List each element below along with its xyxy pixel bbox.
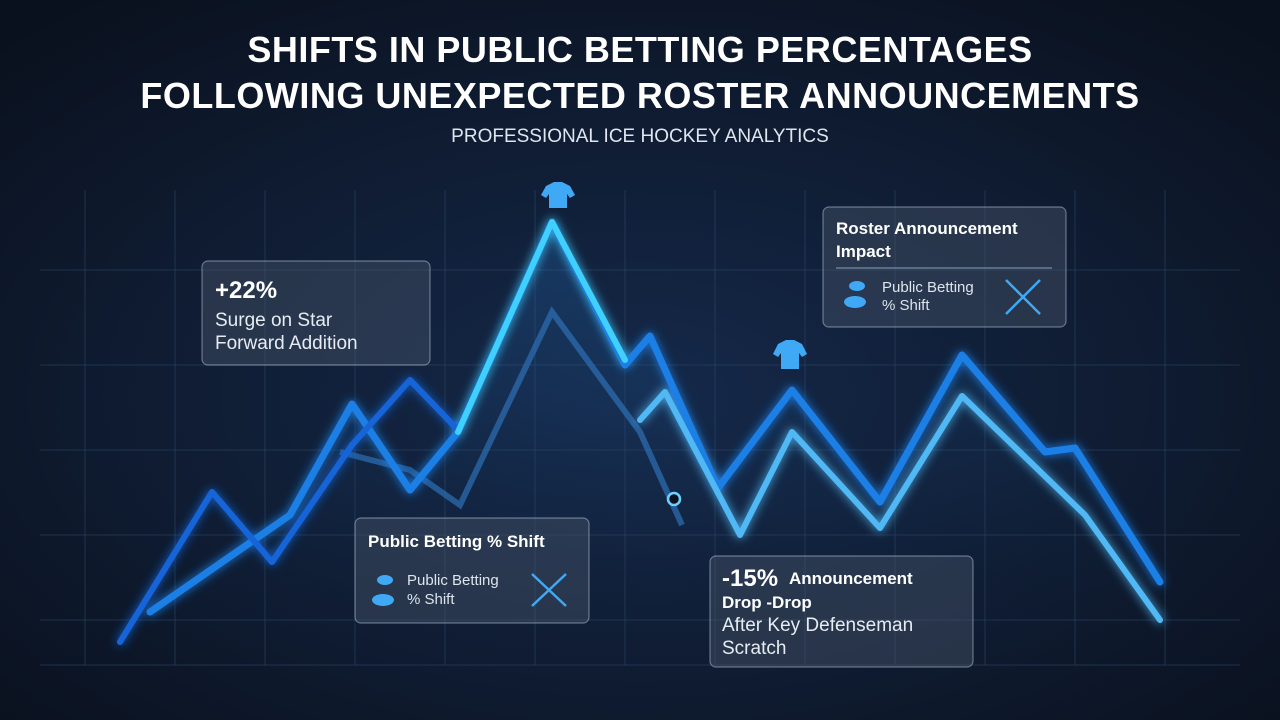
callout-text: Surge on Star: [215, 310, 333, 331]
line-light: [637, 389, 1163, 623]
puck-icon: [844, 281, 866, 308]
callout-title: Public Betting % Shift: [368, 532, 545, 551]
callout-headline: -15%: [722, 565, 778, 592]
sticks-icon: [531, 573, 567, 607]
lines: [117, 218, 1164, 645]
marker: [666, 491, 682, 507]
callout-text: Scratch: [722, 638, 786, 659]
jersey-icon-mid: [773, 340, 807, 369]
callout-drop: -15% Announcement Drop -Drop After Key D…: [709, 555, 974, 668]
subtitle: PROFESSIONAL ICE HOCKEY ANALYTICS: [451, 126, 829, 147]
callout-box: [201, 260, 431, 366]
callout-text: After Key Defenseman: [722, 615, 913, 636]
line-blue: [146, 218, 1164, 616]
callout-shift: Public Betting % Shift Public Betting % …: [354, 517, 590, 624]
sticks-icon: [1005, 279, 1041, 315]
callout-text: Drop -Drop: [722, 593, 812, 612]
callout-headline-suffix: Announcement: [789, 569, 913, 588]
callout-surge: +22% Surge on Star Forward Addition: [201, 260, 431, 366]
callout-headline: +22%: [215, 277, 277, 304]
jersey-icon-top: [541, 182, 575, 208]
callout-box: [354, 517, 590, 624]
callout-impact: Roster Announcement Impact Public Bettin…: [822, 206, 1067, 328]
title-line: SHIFTS IN PUBLIC BETTING PERCENTAGES: [247, 29, 1032, 70]
title-line: FOLLOWING UNEXPECTED ROSTER ANNOUNCEMENT…: [140, 75, 1139, 116]
area-glow: [150, 222, 1160, 665]
callout-box: [709, 555, 974, 668]
callout-title: Impact: [836, 242, 891, 261]
callout-title: Roster Announcement: [836, 219, 1018, 238]
line-peak: [455, 219, 628, 435]
callout-text: Forward Addition: [215, 333, 358, 354]
legend-text: % Shift: [882, 297, 930, 314]
legend-text: Public Betting: [882, 279, 974, 296]
legend-text: % Shift: [407, 591, 455, 608]
legend-text: Public Betting: [407, 572, 499, 589]
puck-icon: [372, 575, 394, 606]
callout-box: [822, 206, 1067, 328]
